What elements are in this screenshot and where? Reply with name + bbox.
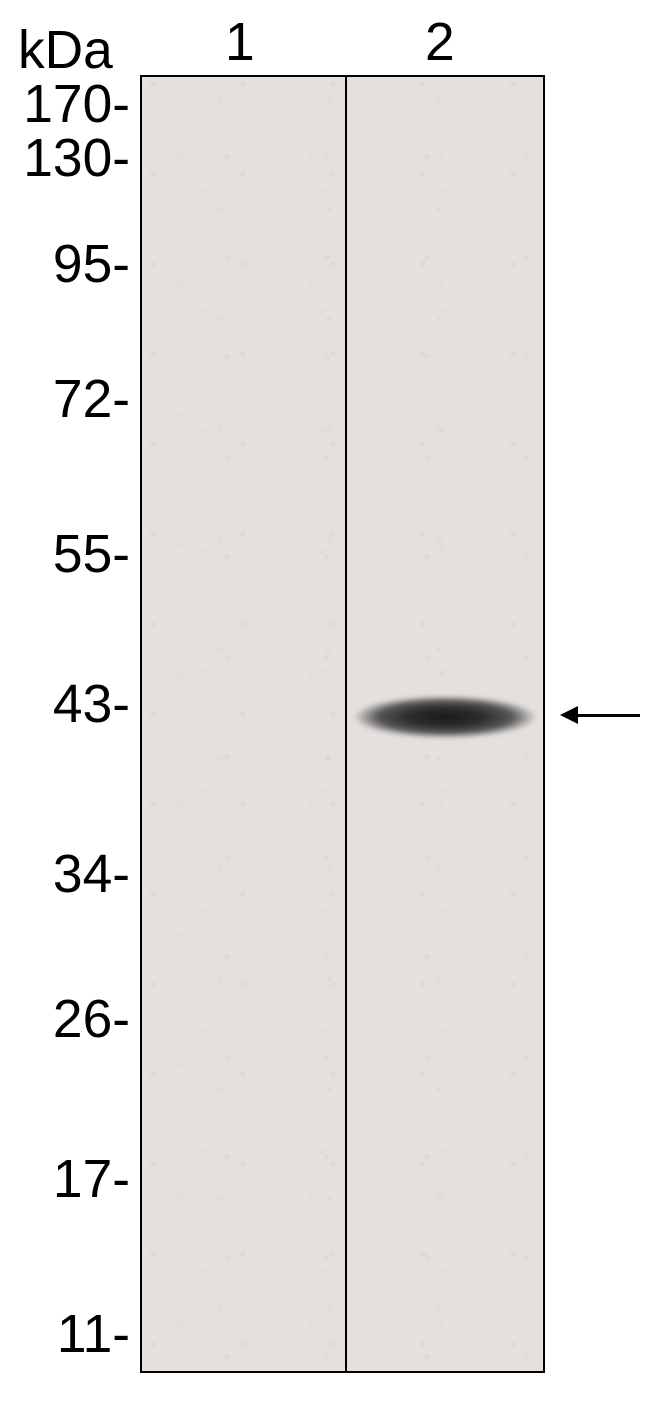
lane-divider [345,77,347,1371]
mw-tick-43: 43- [53,674,130,735]
mw-tick-11: 11- [57,1304,130,1365]
mw-tick-26: 26- [53,989,130,1050]
arrow-head-icon [560,706,578,724]
y-axis-unit-label: kDa [18,20,113,81]
mw-tick-95: 95- [53,234,130,295]
band-indicator-arrow [560,706,640,724]
figure-root: kDa 1 2 170-130- 95- 72- 55- 43- 34- 26- 17- 11- [0,0,650,1401]
mw-tick-55: 55- [53,524,130,585]
mw-tick-17: 17- [53,1149,130,1210]
lane-label-1: 1 [225,12,255,73]
band-lane2-43kda [352,693,538,741]
mw-tick-72: 72- [53,369,130,430]
arrow-shaft [578,714,640,717]
mw-tick-34: 34- [53,844,130,905]
blot-panel [140,75,545,1373]
lane-label-2: 2 [425,12,455,73]
mw-tick-130: 130- [23,128,130,189]
mw-tick-170: 170- [23,74,130,135]
